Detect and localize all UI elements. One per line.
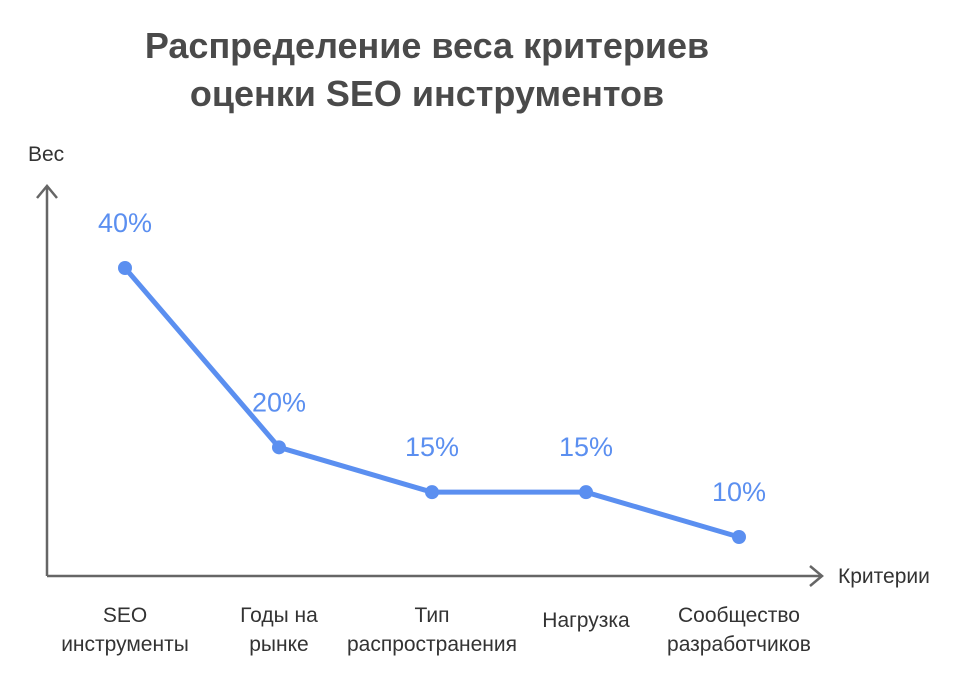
x-tick-label: распространения <box>347 633 517 656</box>
y-axis-label: Вес <box>28 143 64 166</box>
chart-title: Распределение веса критериев оценки SEO и… <box>145 25 709 114</box>
data-point <box>425 485 439 500</box>
x-tick-label: рынке <box>249 633 308 656</box>
data-point <box>579 485 593 500</box>
x-tick-label: Нагрузка <box>542 609 630 632</box>
data-label: 15% <box>559 432 613 462</box>
x-axis-arrow-icon <box>809 565 824 587</box>
chart-title-line: Распределение веса критериев <box>145 25 709 66</box>
data-label: 10% <box>712 477 766 507</box>
series <box>118 261 746 544</box>
data-label: 40% <box>98 208 152 238</box>
x-tick-label: Годы на <box>240 604 318 627</box>
data-point <box>732 530 746 544</box>
y-axis-arrow-icon <box>36 184 58 199</box>
x-tick-label: инструменты <box>61 633 189 656</box>
x-tick-label: разработчиков <box>667 633 811 656</box>
data-label: 15% <box>405 432 459 462</box>
x-tick-label: SEO <box>103 604 147 627</box>
data-labels: 40% 20% 15% 15% 10% <box>98 208 766 507</box>
x-tick-label: Сообщество <box>678 604 800 627</box>
x-tick-labels: SEO инструменты Годы на рынке Тип распростран… <box>61 604 811 656</box>
chart-title-line: оценки SEO инструментов <box>190 73 664 114</box>
data-point <box>118 261 132 275</box>
x-tick-label: Тип <box>414 604 449 627</box>
data-label: 20% <box>252 387 306 417</box>
axes: Вес Критерии <box>28 143 930 588</box>
data-point <box>272 440 286 455</box>
x-axis-label: Критерии <box>838 565 930 588</box>
